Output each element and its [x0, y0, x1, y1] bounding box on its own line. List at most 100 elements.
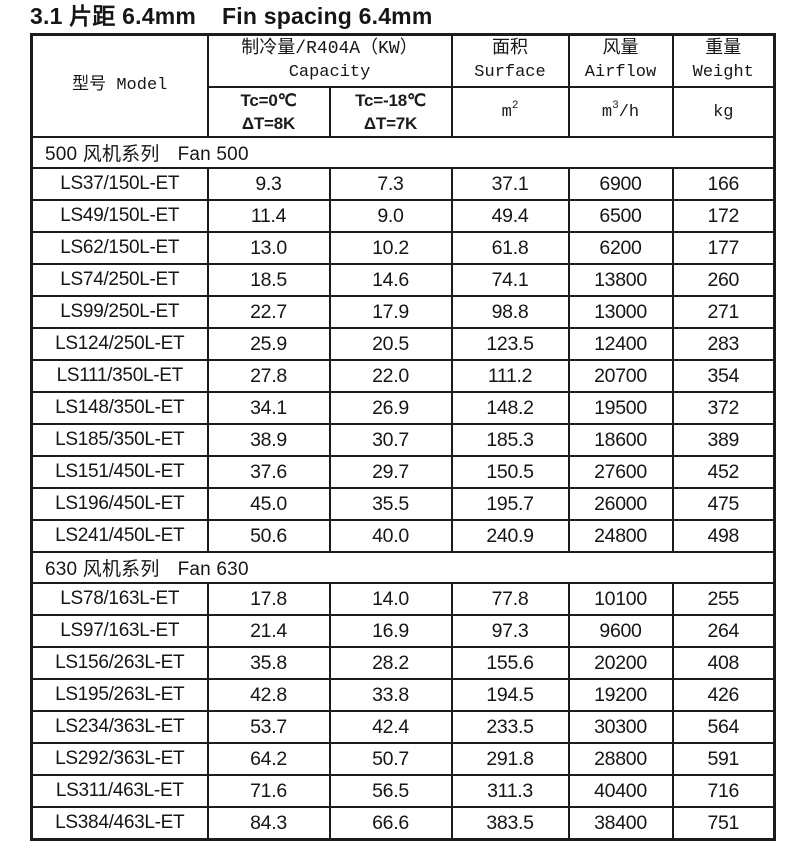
- value-cell: 50.7: [328, 742, 453, 776]
- value-cell: 19500: [567, 391, 674, 425]
- value-cell: 22.7: [206, 295, 331, 329]
- section-row: 630 风机系列 Fan 630: [30, 551, 776, 584]
- value-cell: 9.3: [206, 167, 331, 201]
- value-cell: 260: [671, 263, 776, 297]
- value-cell: 564: [671, 710, 776, 744]
- value-cell: 17.9: [328, 295, 453, 329]
- value-cell: 45.0: [206, 487, 331, 521]
- value-cell: 475: [671, 487, 776, 521]
- header-surface-en: Surface: [474, 63, 546, 82]
- value-cell: 240.9: [450, 519, 570, 553]
- section-label-en: Fan 500: [177, 144, 249, 165]
- value-cell: 389: [671, 423, 776, 457]
- table-row: LS111/350L-ET 27.8 22.0 111.2 20700 354: [30, 359, 776, 393]
- value-cell: 148.2: [450, 391, 570, 425]
- table-row: LS311/463L-ET 71.6 56.5 311.3 40400 716: [30, 774, 776, 808]
- value-cell: 40.0: [328, 519, 453, 553]
- unit-airflow-sup: 3: [612, 99, 619, 112]
- table-row: LS124/250L-ET 25.9 20.5 123.5 12400 283: [30, 327, 776, 361]
- value-cell: 426: [671, 678, 776, 712]
- value-cell: 33.8: [328, 678, 453, 712]
- page-title-zh: 3.1 片距 6.4mm: [30, 3, 197, 29]
- value-cell: 71.6: [206, 774, 331, 808]
- value-cell: 61.8: [450, 231, 570, 265]
- table-row: LS234/363L-ET 53.7 42.4 233.5 30300 564: [30, 710, 776, 744]
- unit-surface-sup: 2: [511, 99, 519, 112]
- value-cell: 751: [671, 806, 776, 841]
- value-cell: 194.5: [450, 678, 570, 712]
- section-label: 630 风机系列 Fan 630: [30, 551, 776, 584]
- value-cell: 311.3: [450, 774, 570, 808]
- value-cell: 498: [671, 519, 776, 553]
- value-cell: 26.9: [328, 391, 453, 425]
- table-row: LS195/263L-ET 42.8 33.8 194.5 19200 426: [30, 678, 776, 712]
- value-cell: 35.5: [328, 487, 453, 521]
- value-cell: 53.7: [206, 710, 331, 744]
- value-cell: 11.4: [206, 199, 331, 233]
- value-cell: 27600: [567, 455, 674, 489]
- condition-1-line-1: Tc=0℃: [240, 91, 297, 110]
- value-cell: 354: [671, 359, 776, 393]
- unit-surface: m2: [450, 86, 570, 138]
- model-cell: LS111/350L-ET: [30, 359, 209, 393]
- value-cell: 6500: [567, 199, 674, 233]
- value-cell: 42.8: [206, 678, 331, 712]
- header-weight-zh: 重量: [705, 39, 742, 59]
- table-row: LS196/450L-ET 45.0 35.5 195.7 26000 475: [30, 487, 776, 521]
- value-cell: 30.7: [328, 423, 453, 457]
- page-title-en: Fin spacing 6.4mm: [222, 3, 433, 29]
- model-cell: LS292/363L-ET: [30, 742, 209, 776]
- model-cell: LS234/363L-ET: [30, 710, 209, 744]
- value-cell: 12400: [567, 327, 674, 361]
- header-condition-1: Tc=0℃ ΔT=8K: [206, 86, 331, 138]
- model-cell: LS148/350L-ET: [30, 391, 209, 425]
- header-capacity-zh: 制冷量/R404A（KW）: [241, 39, 418, 59]
- header-airflow: 风量 Airflow: [567, 33, 674, 88]
- table-row: LS185/350L-ET 38.9 30.7 185.3 18600 389: [30, 423, 776, 457]
- value-cell: 38400: [567, 806, 674, 841]
- model-cell: LS49/150L-ET: [30, 199, 209, 233]
- value-cell: 166: [671, 167, 776, 201]
- value-cell: 20200: [567, 646, 674, 680]
- value-cell: 77.8: [450, 582, 570, 616]
- model-cell: LS99/250L-ET: [30, 295, 209, 329]
- model-cell: LS185/350L-ET: [30, 423, 209, 457]
- value-cell: 10.2: [328, 231, 453, 265]
- value-cell: 66.6: [328, 806, 453, 841]
- value-cell: 38.9: [206, 423, 331, 457]
- section-label-en: Fan 630: [177, 559, 249, 580]
- value-cell: 37.1: [450, 167, 570, 201]
- header-row-1: 型号 Model 制冷量/R404A（KW） Capacity 面积 Surfa…: [30, 33, 776, 138]
- table-row: LS292/363L-ET 64.2 50.7 291.8 28800 591: [30, 742, 776, 776]
- value-cell: 195.7: [450, 487, 570, 521]
- model-cell: LS124/250L-ET: [30, 327, 209, 361]
- value-cell: 10100: [567, 582, 674, 616]
- value-cell: 14.6: [328, 263, 453, 297]
- value-cell: 97.3: [450, 614, 570, 648]
- spec-table: 型号 Model 制冷量/R404A（KW） Capacity 面积 Surfa…: [30, 33, 777, 841]
- model-cell: LS311/463L-ET: [30, 774, 209, 808]
- value-cell: 17.8: [206, 582, 331, 616]
- condition-2-line-2: ΔT=7K: [363, 114, 418, 133]
- value-cell: 29.7: [328, 455, 453, 489]
- value-cell: 6200: [567, 231, 674, 265]
- value-cell: 13000: [567, 295, 674, 329]
- value-cell: 98.8: [450, 295, 570, 329]
- value-cell: 24800: [567, 519, 674, 553]
- value-cell: 716: [671, 774, 776, 808]
- header-weight-en: Weight: [692, 63, 754, 82]
- header-condition-2: Tc=-18℃ ΔT=7K: [328, 86, 453, 138]
- header-row-2: Tc=0℃ ΔT=8K Tc=-18℃ ΔT=7K m2 m3/h kg: [32, 86, 776, 138]
- value-cell: 16.9: [328, 614, 453, 648]
- value-cell: 9600: [567, 614, 674, 648]
- table-body: 型号 Model 制冷量/R404A（KW） Capacity 面积 Surfa…: [30, 33, 776, 841]
- model-cell: LS196/450L-ET: [30, 487, 209, 521]
- model-cell: LS195/263L-ET: [30, 678, 209, 712]
- value-cell: 37.6: [206, 455, 331, 489]
- table-row: LS78/163L-ET 17.8 14.0 77.8 10100 255: [30, 582, 776, 616]
- value-cell: 40400: [567, 774, 674, 808]
- model-cell: LS62/150L-ET: [30, 231, 209, 265]
- section-row: 500 风机系列 Fan 500: [30, 136, 776, 169]
- value-cell: 21.4: [206, 614, 331, 648]
- value-cell: 18600: [567, 423, 674, 457]
